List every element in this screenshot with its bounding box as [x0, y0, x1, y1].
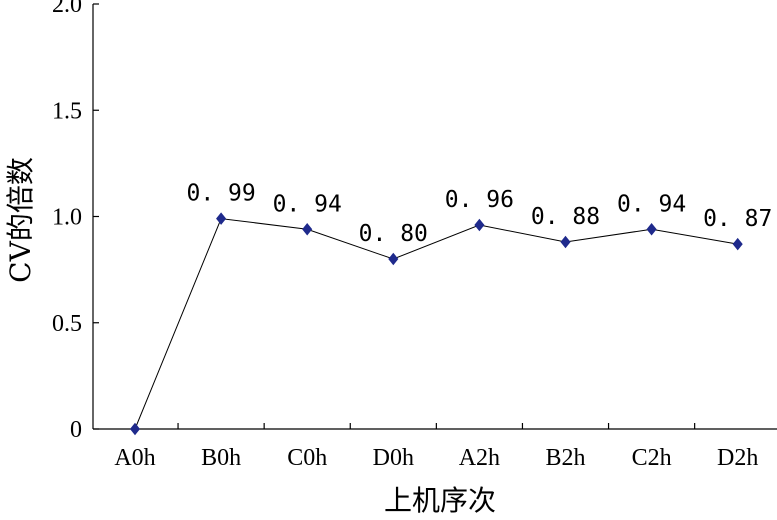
- data-value-label: 0. 96: [445, 187, 514, 213]
- y-ticks: 0 0.5 1.0 1.5 2.0: [52, 0, 99, 443]
- series-line: [134, 218, 738, 430]
- data-point-marker: [646, 222, 657, 236]
- data-value-label: 0. 80: [359, 221, 428, 247]
- x-tick-label: C0h: [287, 445, 327, 471]
- data-point-marker: [560, 235, 571, 249]
- data-value-label: 0. 94: [617, 191, 686, 217]
- series-group: [129, 212, 743, 436]
- data-point-marker: [216, 212, 227, 225]
- x-axis-title: 上机序次: [384, 484, 496, 517]
- data-point-marker: [129, 422, 141, 436]
- x-tick-label: B2h: [545, 445, 585, 471]
- x-tick-label: B0h: [201, 445, 241, 471]
- data-point-marker: [474, 218, 485, 232]
- x-tick-label: D0h: [373, 445, 414, 471]
- data-point-marker: [388, 252, 399, 266]
- y-axis-title: CV的倍数: [4, 157, 37, 283]
- x-tick-label: A2h: [459, 445, 500, 471]
- y-tick-label: 0.5: [52, 311, 82, 337]
- data-labels: 0. 99 0. 94 0. 80 0. 96 0. 88 0. 94 0. 87: [186, 181, 772, 247]
- data-value-label: 0. 88: [531, 204, 600, 230]
- y-tick-label: 1.0: [52, 205, 82, 231]
- x-tick-label: A0h: [114, 445, 155, 471]
- data-value-label: 0. 99: [186, 181, 255, 207]
- y-tick-label: 0: [70, 417, 82, 443]
- x-ticks: A0h B0h C0h D0h A2h B2h C2h D2h: [114, 423, 758, 471]
- data-value-label: 0. 94: [273, 191, 342, 217]
- y-tick-label: 2.0: [52, 0, 82, 18]
- data-point-marker: [302, 222, 313, 236]
- x-tick-label: C2h: [632, 445, 672, 471]
- data-point-marker: [732, 237, 743, 251]
- y-tick-label: 1.5: [52, 98, 82, 124]
- data-value-label: 0. 87: [703, 206, 772, 232]
- x-tick-label: D2h: [717, 445, 758, 471]
